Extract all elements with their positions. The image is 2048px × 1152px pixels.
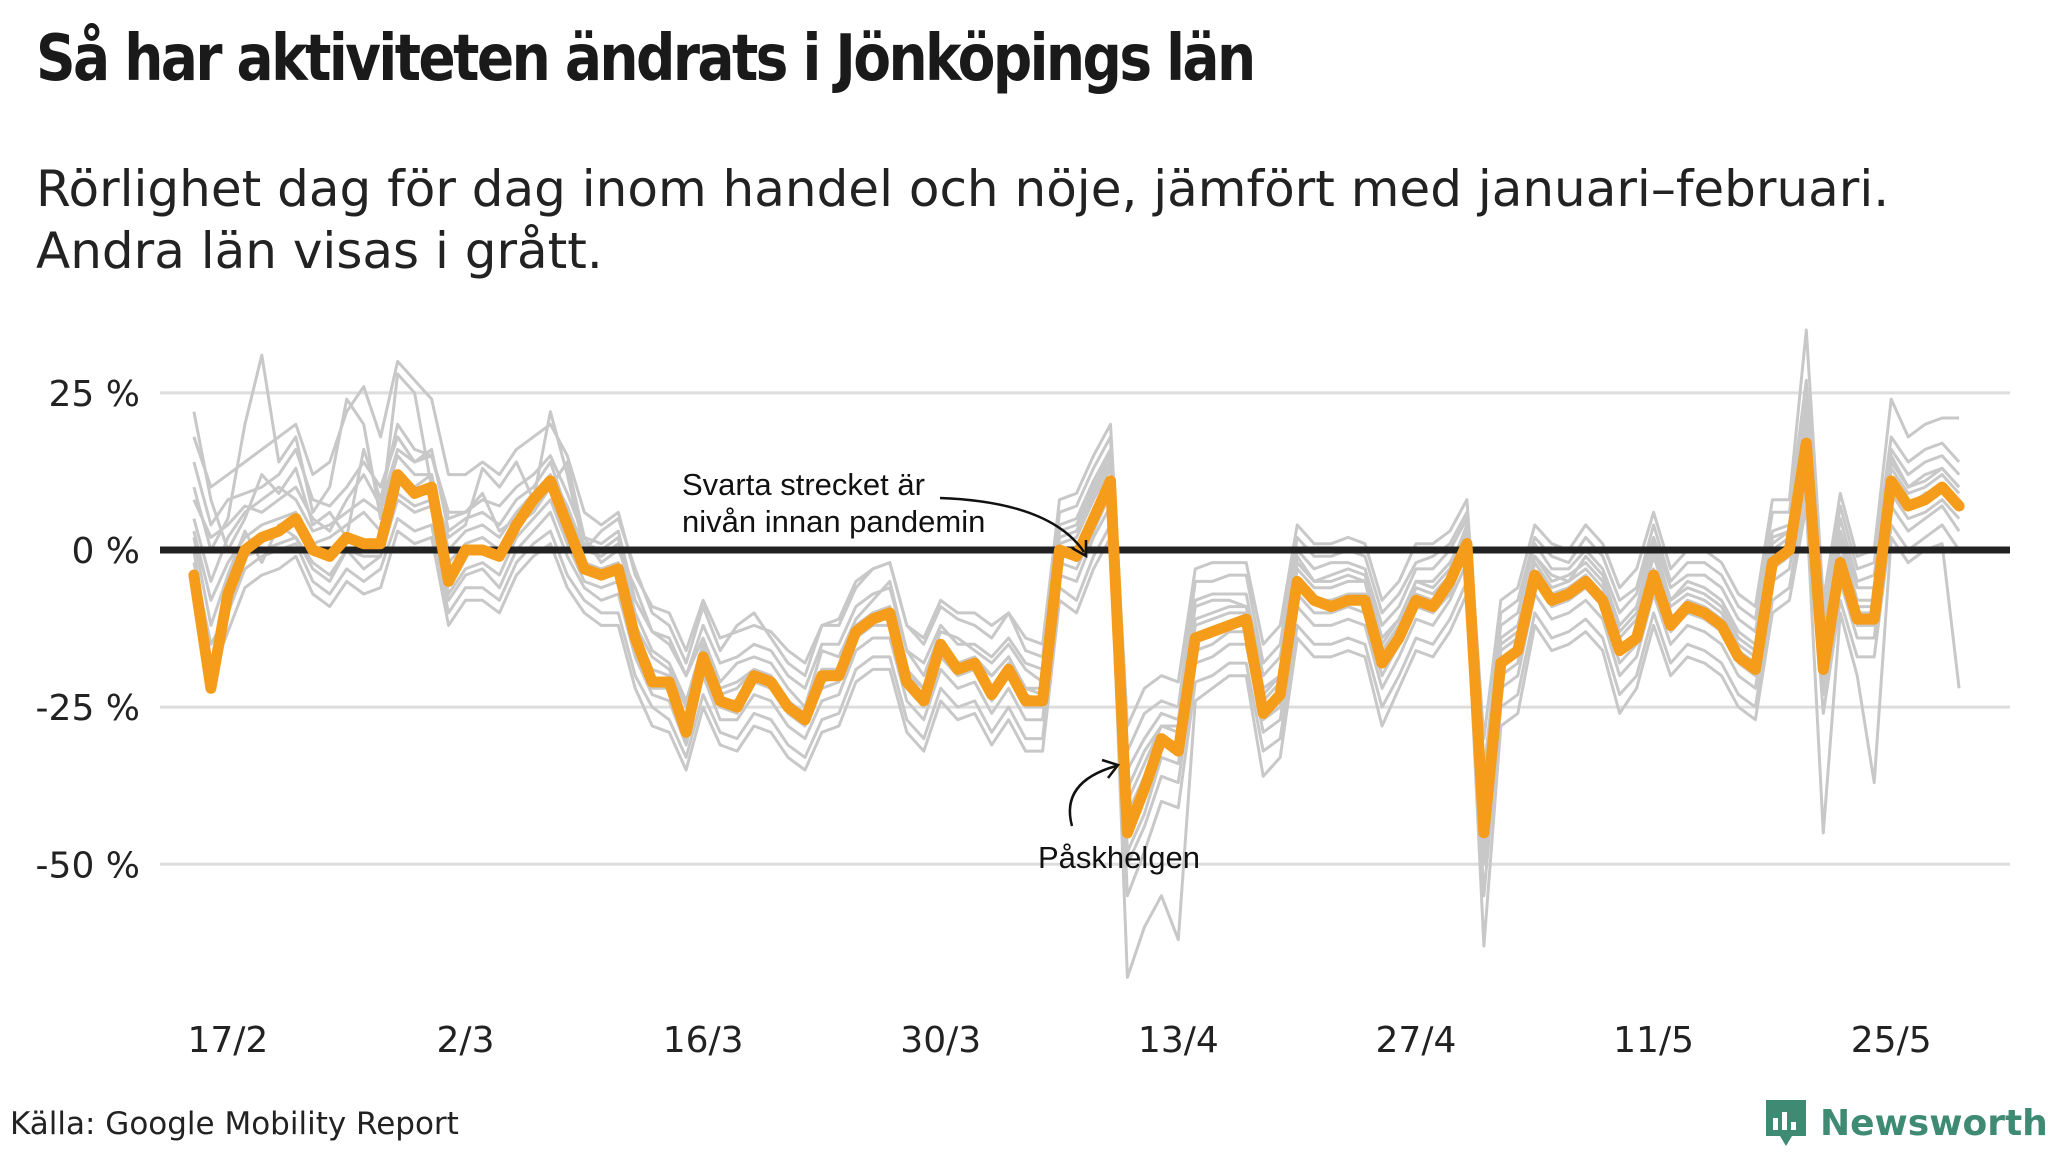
other-county-line-2: [192, 353, 1961, 778]
chart-subtitle: Rörlighet dag för dag inom handel och nö…: [36, 160, 1890, 280]
annotation-easter: Påskhelgen: [1038, 758, 1200, 875]
x-tick-label: 13/4: [1138, 1020, 1219, 1061]
y-tick-label: -50 %: [36, 845, 140, 886]
annotation-baseline-line1: Svarta strecket är: [682, 467, 925, 502]
chart-title: Så har aktiviteten ändrats i Jönköpings …: [36, 22, 1256, 96]
source-note: Källa: Google Mobility Report: [10, 1106, 459, 1142]
newsworthy-logo-icon: [1766, 1100, 1806, 1146]
jonkoping-line: [188, 437, 1965, 839]
brand-logo: Newsworthy: [1762, 1096, 2048, 1150]
y-axis-ticks: 25 % 0 % -25 % -50 %: [36, 374, 140, 886]
x-tick-label: 27/4: [1376, 1020, 1457, 1061]
annotation-baseline-arrowhead: [1071, 540, 1088, 559]
other-county-line-10: [192, 441, 1961, 835]
x-tick-label: 2/3: [437, 1020, 495, 1061]
other-county-line-8: [192, 504, 1961, 979]
x-tick-label: 25/5: [1851, 1020, 1932, 1061]
x-tick-label: 17/2: [187, 1020, 268, 1061]
other-county-line-3: [192, 485, 1961, 898]
other-county-line-5: [192, 397, 1961, 772]
other-counties-lines: [192, 328, 1961, 979]
annotation-baseline-arrow: [939, 496, 1086, 553]
x-axis-ticks: 17/2 2/3 16/3 30/3 13/4 27/4 11/5 25/5: [187, 1020, 1931, 1061]
annotation-easter-label: Påskhelgen: [1038, 840, 1200, 875]
other-county-line-1: [192, 466, 1961, 866]
brand-name: Newsworthy: [1820, 1102, 2048, 1144]
annotation-easter-arrow: [1068, 764, 1117, 827]
grid-layer: [160, 391, 2010, 866]
y-tick-label: 25 %: [49, 374, 140, 415]
x-tick-label: 11/5: [1613, 1020, 1694, 1061]
annotation-easter-arrowhead: [1101, 758, 1121, 779]
annotation-baseline: Svarta strecket är nivån innan pandemin: [682, 467, 1088, 559]
annotation-baseline-line2: nivån innan pandemin: [682, 504, 985, 539]
x-tick-label: 16/3: [663, 1020, 744, 1061]
y-tick-label: 0 %: [71, 531, 140, 572]
y-tick-label: -25 %: [36, 688, 140, 729]
other-county-line-4: [192, 429, 1961, 816]
other-county-line-9: [192, 422, 1961, 803]
x-tick-label: 30/3: [900, 1020, 981, 1061]
